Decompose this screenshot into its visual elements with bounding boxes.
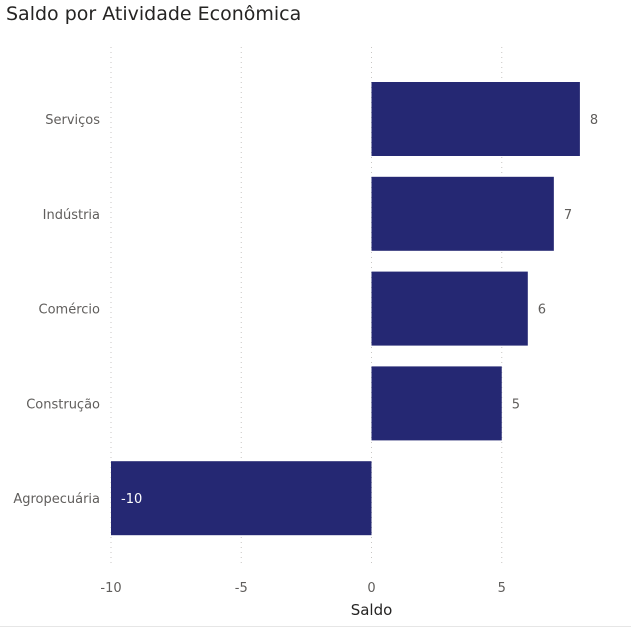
bar <box>371 271 528 346</box>
category-label: Construção <box>26 397 100 412</box>
x-axis-title: Saldo <box>351 601 393 619</box>
category-label: Agropecuária <box>13 492 100 507</box>
category-label: Comércio <box>39 303 101 318</box>
bars <box>111 82 580 536</box>
category-label: Indústria <box>43 208 100 223</box>
bar <box>371 176 554 251</box>
x-tick-label: 0 <box>367 581 375 596</box>
x-tick-label: 5 <box>498 581 506 596</box>
data-label: 6 <box>538 303 546 318</box>
bar <box>371 366 502 441</box>
chart-title: Saldo por Atividade Econômica <box>6 3 302 25</box>
bar <box>111 461 372 536</box>
data-label: 5 <box>512 397 520 412</box>
x-tick-label: -10 <box>100 581 121 596</box>
data-label: -10 <box>121 492 142 507</box>
category-label: Serviços <box>45 113 100 128</box>
labels: -10 -5 0 5 Serviços 8 Indústria 7 Comércio 6 Const… <box>13 113 598 596</box>
data-label: 8 <box>590 113 598 128</box>
data-label: 7 <box>564 208 572 223</box>
bar <box>371 82 580 156</box>
x-tick-label: -5 <box>235 581 248 596</box>
